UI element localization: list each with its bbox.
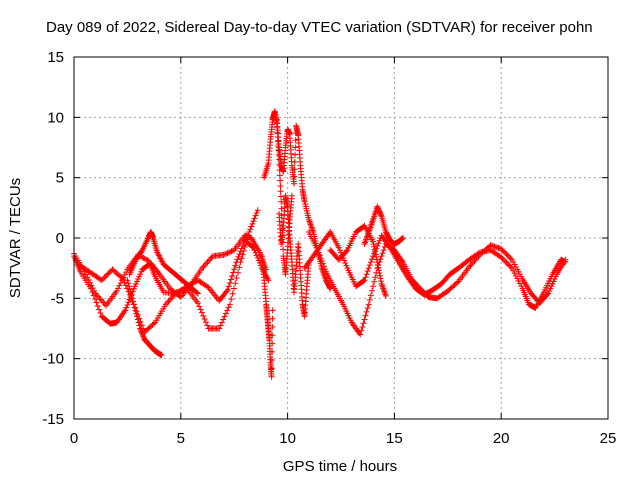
y-axis-label: SDTVAR / TECUs bbox=[7, 178, 24, 298]
data-point-markers bbox=[361, 203, 406, 248]
y-tick-label: -15 bbox=[42, 411, 64, 428]
series-scatter-mid bbox=[276, 192, 312, 320]
series-peak-2 bbox=[273, 116, 334, 292]
x-tick-label: 25 bbox=[600, 430, 617, 447]
series-arc-c bbox=[77, 207, 261, 336]
series-arc-i bbox=[361, 203, 406, 248]
chart-title: Day 089 of 2022, Sidereal Day-to-day VTE… bbox=[46, 19, 593, 36]
y-tick-label: 5 bbox=[56, 170, 64, 187]
x-tick-label: 0 bbox=[70, 430, 78, 447]
data-point-markers bbox=[276, 192, 312, 320]
x-axis-label: GPS time / hours bbox=[283, 458, 397, 475]
x-tick-label: 5 bbox=[177, 430, 185, 447]
y-tick-label: -10 bbox=[42, 351, 64, 368]
x-tick-label: 20 bbox=[493, 430, 510, 447]
x-tick-label: 15 bbox=[386, 430, 403, 447]
data-point-markers bbox=[305, 228, 569, 338]
series-arc-e bbox=[126, 228, 201, 297]
axis-ticks: 0 5 10 15 20 25 -15 -10 -5 0 5 10 15 bbox=[42, 49, 616, 447]
y-tick-label: 10 bbox=[47, 109, 64, 126]
series-arc-d bbox=[124, 277, 165, 359]
data-point-markers bbox=[273, 116, 334, 292]
data-point-markers bbox=[126, 228, 201, 297]
series-arc-g bbox=[305, 228, 569, 338]
data-points bbox=[71, 108, 569, 380]
data-point-markers bbox=[77, 207, 261, 336]
y-tick-label: 15 bbox=[47, 49, 64, 66]
x-tick-label: 10 bbox=[279, 430, 296, 447]
data-point-markers bbox=[258, 253, 276, 380]
grid-lines bbox=[74, 57, 608, 419]
y-tick-label: -5 bbox=[51, 290, 64, 307]
data-point-markers bbox=[124, 277, 165, 359]
series-drop-1 bbox=[258, 253, 276, 380]
y-tick-label: 0 bbox=[56, 230, 64, 247]
